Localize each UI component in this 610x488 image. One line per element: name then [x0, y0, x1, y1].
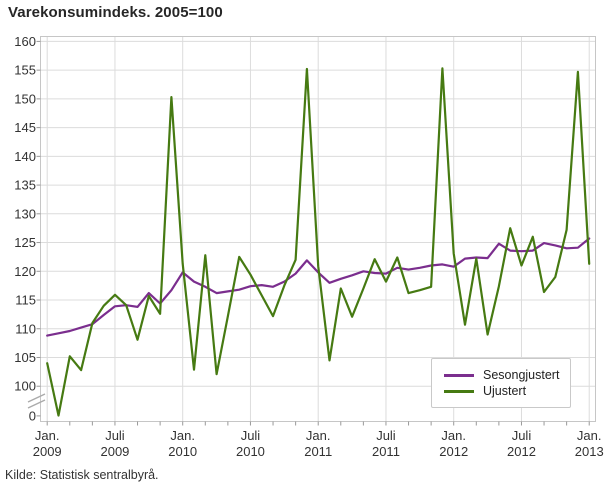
legend-label-sesongjustert: Sesongjustert	[483, 368, 560, 382]
axis-tick-label: Juli	[376, 428, 396, 443]
chart-title: Varekonsumindeks. 2005=100	[8, 4, 223, 21]
axis-tick-label: Jan.	[577, 428, 602, 443]
axis-tick-label: 100	[14, 379, 36, 394]
axis-break-mark	[27, 399, 46, 409]
axis-break-mark	[27, 393, 46, 403]
axis-tick-label: 2010	[236, 444, 265, 459]
axis-tick-label: 105	[14, 350, 36, 365]
axis-tick-label: 145	[14, 120, 36, 135]
axis-tick-label: Jan.	[441, 428, 466, 443]
data-series	[46, 67, 591, 417]
sesongjustert-line-swatch	[444, 373, 474, 377]
axis-tick-label: 2012	[439, 444, 468, 459]
axis-tick-label: Juli	[512, 428, 532, 443]
legend-label-ujustert: Ujustert	[483, 384, 527, 398]
axis-tick-label: 155	[14, 63, 36, 78]
source-caption: Kilde: Statistisk sentralbyrå.	[5, 468, 159, 482]
axis-tick-label: 120	[14, 264, 36, 279]
axis-tick-label: Jan.	[170, 428, 195, 443]
axis-tick-label: 115	[15, 293, 36, 308]
axis-tick-label: 2013	[575, 444, 604, 459]
axis-tick-label: Jan.	[35, 428, 60, 443]
axes	[27, 36, 596, 426]
axis-tick-label: 2011	[304, 444, 332, 459]
legend-box: Sesongjustert Ujustert	[431, 358, 571, 408]
legend-item-ujustert: Ujustert	[444, 384, 560, 398]
series-line-ujustert	[46, 67, 591, 417]
axis-tick-label: 2009	[33, 444, 62, 459]
axis-tick-label: Jan.	[306, 428, 331, 443]
axis-tick-label: 150	[14, 91, 36, 106]
axis-tick-label: 125	[14, 235, 36, 250]
axis-tick-label: 2012	[507, 444, 536, 459]
axis-labels: 160 155 150 145 140 135 130 125 120 115 110 105 100 0…	[14, 34, 603, 459]
axis-tick-label: 2011	[372, 444, 400, 459]
legend-item-sesongjustert: Sesongjustert	[444, 368, 560, 382]
axis-tick-label: 130	[14, 206, 36, 221]
axis-tick-label: 0	[29, 408, 36, 423]
axis-tick-label: 160	[14, 34, 36, 49]
axis-tick-label: Juli	[105, 428, 125, 443]
axis-tick-label: 2009	[100, 444, 129, 459]
ujustert-line-swatch	[444, 389, 474, 393]
axis-tick-label: 110	[15, 321, 36, 336]
axis-tick-label: 135	[14, 178, 36, 193]
axis-tick-label: Juli	[241, 428, 261, 443]
axis-tick-label: 2010	[168, 444, 197, 459]
axis-tick-label: 140	[14, 149, 36, 164]
